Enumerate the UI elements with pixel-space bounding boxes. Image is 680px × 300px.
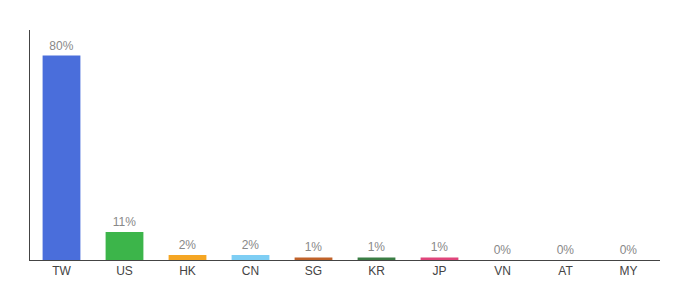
svg-text:1%: 1% xyxy=(368,240,386,254)
svg-text:1%: 1% xyxy=(305,240,323,254)
svg-text:CN: CN xyxy=(242,264,259,278)
svg-text:MY: MY xyxy=(620,264,638,278)
svg-text:11%: 11% xyxy=(113,215,136,229)
svg-text:2%: 2% xyxy=(179,238,197,252)
svg-text:2%: 2% xyxy=(242,238,260,252)
svg-text:80%: 80% xyxy=(49,39,73,53)
svg-text:TW: TW xyxy=(52,264,71,278)
svg-text:VN: VN xyxy=(494,264,511,278)
svg-text:0%: 0% xyxy=(494,243,512,257)
svg-text:1%: 1% xyxy=(431,240,449,254)
svg-text:AT: AT xyxy=(558,264,573,278)
svg-text:0%: 0% xyxy=(620,243,638,257)
svg-text:0%: 0% xyxy=(557,243,575,257)
svg-text:JP: JP xyxy=(432,264,446,278)
svg-text:US: US xyxy=(116,264,133,278)
svg-text:HK: HK xyxy=(179,264,196,278)
svg-text:SG: SG xyxy=(305,264,322,278)
svg-text:KR: KR xyxy=(368,264,385,278)
